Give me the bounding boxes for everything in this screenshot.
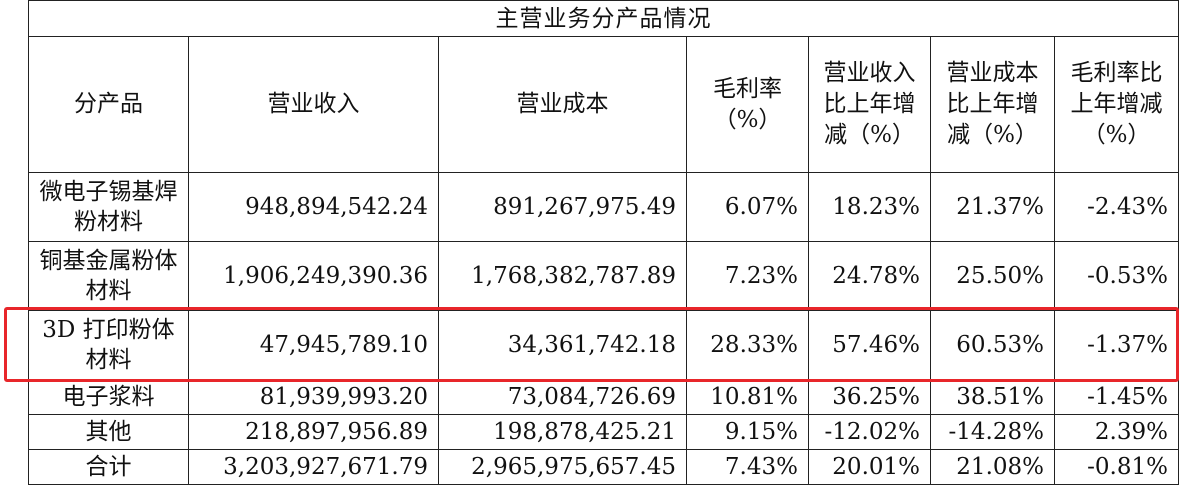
cell-gross-margin: 6.07% [686, 172, 809, 242]
cell-product: 电子浆料 [28, 379, 189, 415]
cell-cost-change: 60.53% [930, 310, 1055, 380]
header-cost-change: 营业成本比上年增减（%） [930, 36, 1055, 173]
product-breakdown-table-wrap: 主营业务分产品情况 分产品 营业收入 营业成本 毛利率（%） 营业收入比上年增减… [28, 0, 1179, 485]
cell-gross-margin: 28.33% [686, 310, 809, 380]
cell-cost: 891,267,975.49 [438, 172, 687, 242]
header-cost: 营业成本 [438, 36, 687, 173]
cell-revenue: 81,939,993.20 [188, 379, 439, 415]
cell-revenue-change: 36.25% [808, 379, 931, 415]
table-row: 电子浆料 81,939,993.20 73,084,726.69 10.81% … [28, 379, 1179, 415]
cell-revenue-change: 24.78% [808, 241, 931, 311]
cell-revenue-change: 57.46% [808, 310, 931, 380]
cell-gross-margin: 7.43% [686, 449, 809, 485]
table-row-total: 合计 3,203,927,671.79 2,965,975,657.45 7.4… [28, 449, 1179, 485]
cell-margin-change: 2.39% [1054, 414, 1179, 450]
header-gross-margin: 毛利率（%） [686, 36, 809, 173]
table-row: 铜基金属粉体材料 1,906,249,390.36 1,768,382,787.… [28, 241, 1179, 311]
cell-cost: 73,084,726.69 [438, 379, 687, 415]
cell-revenue: 948,894,542.24 [188, 172, 439, 242]
cell-gross-margin: 7.23% [686, 241, 809, 311]
cell-revenue: 47,945,789.10 [188, 310, 439, 380]
header-revenue: 营业收入 [188, 36, 439, 173]
cell-margin-change: -1.37% [1054, 310, 1179, 380]
cell-cost: 34,361,742.18 [438, 310, 687, 380]
table-row: 其他 218,897,956.89 198,878,425.21 9.15% -… [28, 414, 1179, 450]
cell-gross-margin: 9.15% [686, 414, 809, 450]
product-breakdown-table: 主营业务分产品情况 分产品 营业收入 营业成本 毛利率（%） 营业收入比上年增减… [28, 0, 1179, 485]
cell-cost-change: 21.08% [930, 449, 1055, 485]
cell-gross-margin: 10.81% [686, 379, 809, 415]
cell-product: 其他 [28, 414, 189, 450]
cell-margin-change: -1.45% [1054, 379, 1179, 415]
cell-margin-change: -0.53% [1054, 241, 1179, 311]
cell-margin-change: -0.81% [1054, 449, 1179, 485]
cell-product: 铜基金属粉体材料 [28, 241, 189, 311]
cell-cost-change: 38.51% [930, 379, 1055, 415]
table-row: 微电子锡基焊粉材料 948,894,542.24 891,267,975.49 … [28, 172, 1179, 242]
cell-revenue-change: 18.23% [808, 172, 931, 242]
header-revenue-change: 营业收入比上年增减（%） [808, 36, 931, 173]
table-caption: 主营业务分产品情况 [28, 0, 1179, 37]
cell-product: 合计 [28, 449, 189, 485]
cell-revenue: 218,897,956.89 [188, 414, 439, 450]
table-row-highlighted: 3D 打印粉体材料 47,945,789.10 34,361,742.18 28… [28, 310, 1179, 380]
cell-cost-change: 25.50% [930, 241, 1055, 311]
cell-product: 3D 打印粉体材料 [28, 310, 189, 380]
header-product: 分产品 [28, 36, 189, 173]
header-margin-change: 毛利率比上年增减（%） [1054, 36, 1179, 173]
cell-margin-change: -2.43% [1054, 172, 1179, 242]
cell-cost-change: -14.28% [930, 414, 1055, 450]
cell-revenue-change: 20.01% [808, 449, 931, 485]
cell-cost: 198,878,425.21 [438, 414, 687, 450]
cell-revenue: 1,906,249,390.36 [188, 241, 439, 311]
cell-revenue-change: -12.02% [808, 414, 931, 450]
table-header-row: 分产品 营业收入 营业成本 毛利率（%） 营业收入比上年增减（%） 营业成本比上… [28, 36, 1179, 173]
cell-cost: 1,768,382,787.89 [438, 241, 687, 311]
cell-product: 微电子锡基焊粉材料 [28, 172, 189, 242]
cell-cost: 2,965,975,657.45 [438, 449, 687, 485]
cell-cost-change: 21.37% [930, 172, 1055, 242]
cell-revenue: 3,203,927,671.79 [188, 449, 439, 485]
